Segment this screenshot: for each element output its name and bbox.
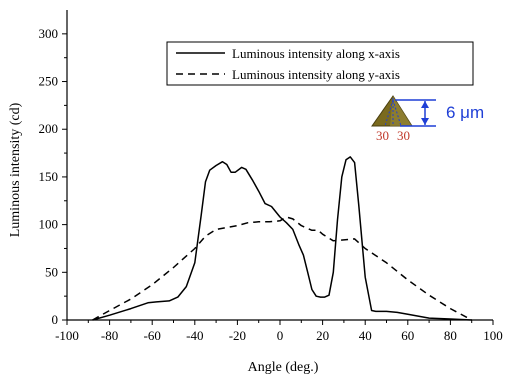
angle-label-left: 30 xyxy=(376,128,389,143)
dimension-arrow-down xyxy=(421,118,429,125)
legend: Luminous intensity along x-axis Luminous… xyxy=(166,41,474,86)
legend-label-y-axis: Luminous intensity along y-axis xyxy=(232,67,400,82)
series-line-x-axis xyxy=(92,156,472,321)
x-tick-label: 20 xyxy=(316,328,329,343)
y-tick-label: 100 xyxy=(39,217,59,232)
x-tick-label: 100 xyxy=(483,328,503,343)
y-tick-label: 150 xyxy=(39,169,59,184)
axes xyxy=(62,10,494,325)
cone-left-angle-line xyxy=(384,99,394,127)
x-tick-label: -20 xyxy=(229,328,246,343)
y-tick-label: 300 xyxy=(39,26,59,41)
y-axis-label: Luminous intensity (cd) xyxy=(8,102,23,237)
x-tick-label: 40 xyxy=(359,328,372,343)
x-tick-label: -100 xyxy=(55,328,79,343)
y-tick-label: 0 xyxy=(52,312,59,327)
x-tick-label: -40 xyxy=(186,328,203,343)
series-line-y-axis xyxy=(92,216,473,321)
y-tick-label: 50 xyxy=(45,264,58,279)
y-tick-label: 200 xyxy=(39,121,59,136)
legend-box xyxy=(166,41,474,86)
x-axis-label: Angle (deg.) xyxy=(248,360,319,375)
dimension-label: 6 μm xyxy=(446,103,484,122)
x-tick-label: 80 xyxy=(444,328,457,343)
x-tick-label: 60 xyxy=(401,328,414,343)
x-tick-label: -60 xyxy=(144,328,161,343)
plot-area xyxy=(92,156,473,321)
tick-labels: -100 -80 -60 -40 -20 0 20 40 60 80 100 0 50 100 150 200… xyxy=(39,26,503,343)
x-tick-label: -80 xyxy=(101,328,118,343)
legend-label-x-axis: Luminous intensity along x-axis xyxy=(232,46,400,61)
cone-highlight xyxy=(390,96,412,126)
cone-annotation: 6 μm 30 30 xyxy=(371,95,484,143)
cone-right-angle-line xyxy=(392,99,402,127)
dimension-arrow-up xyxy=(421,101,429,108)
angle-label-right: 30 xyxy=(397,128,410,143)
y-tick-label: 250 xyxy=(39,74,59,89)
x-tick-label: 0 xyxy=(277,328,284,343)
